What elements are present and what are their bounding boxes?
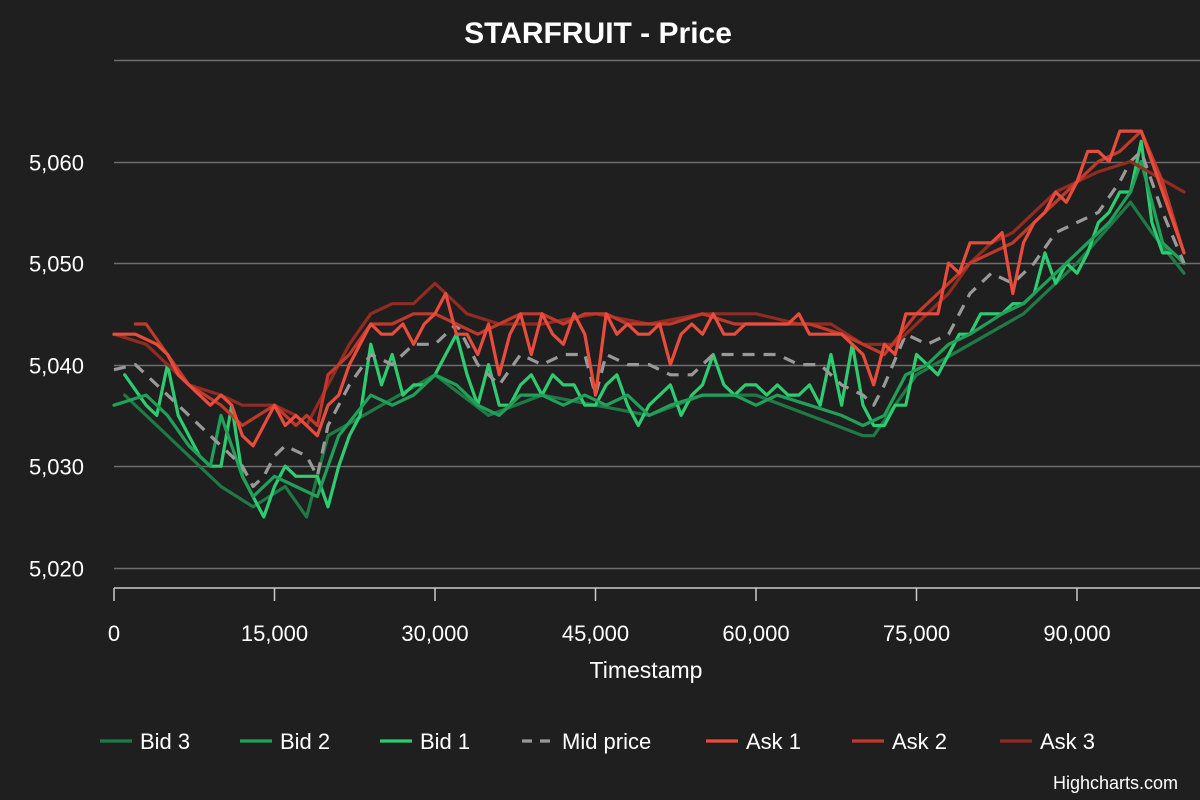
- chart-title: STARFRUIT - Price: [464, 17, 732, 50]
- legend-label: Bid 2: [280, 729, 330, 754]
- legend-item-bid-2[interactable]: Bid 2: [240, 729, 330, 754]
- grid-lines: [114, 59, 1200, 570]
- legend-item-bid-1[interactable]: Bid 1: [380, 729, 470, 754]
- x-tick-label: 90,000: [1043, 621, 1110, 646]
- x-tick-label: 30,000: [401, 621, 468, 646]
- legend-item-ask-1[interactable]: Ask 1: [706, 729, 801, 754]
- series-line-bid-1[interactable]: [123, 139, 1186, 519]
- legend-label: Ask 1: [746, 729, 801, 754]
- x-tick-label: 15,000: [241, 621, 308, 646]
- series-lines: [112, 129, 1186, 519]
- legend: Bid 3 Bid 2 Bid 1 Mid price Ask 1 Ask 2 Ask 3: [100, 729, 1095, 754]
- x-tick-label: 60,000: [722, 621, 789, 646]
- y-tick-label: 5,020: [29, 557, 84, 582]
- legend-item-bid-3[interactable]: Bid 3: [100, 729, 190, 754]
- x-axis-title: Timestamp: [590, 657, 703, 683]
- highcharts-credit[interactable]: Highcharts.com: [1053, 773, 1178, 793]
- series-line-ask-3[interactable]: [112, 159, 1186, 428]
- series-line-ask-1[interactable]: [112, 129, 1186, 448]
- series-line-mid-price[interactable]: [113, 149, 1186, 489]
- legend-label: Mid price: [562, 729, 651, 754]
- legend-item-ask-3[interactable]: Ask 3: [1000, 729, 1095, 754]
- legend-label: Bid 3: [140, 729, 190, 754]
- legend-label: Bid 1: [420, 729, 470, 754]
- legend-item-mid-price[interactable]: Mid price: [522, 729, 651, 754]
- x-tick-label: 0: [108, 621, 120, 646]
- y-tick-label: 5,030: [29, 455, 84, 480]
- y-tick-label: 5,050: [29, 252, 84, 277]
- axes: 5,020 5,030 5,040 5,050 5,060 0 15,000 30,000 45…: [29, 151, 1200, 646]
- legend-label: Ask 2: [892, 729, 947, 754]
- legend-label: Ask 3: [1040, 729, 1095, 754]
- x-tick-label: 75,000: [883, 621, 950, 646]
- y-tick-label: 5,060: [29, 151, 84, 176]
- series-line-bid-2[interactable]: [112, 159, 1186, 499]
- legend-item-ask-2[interactable]: Ask 2: [852, 729, 947, 754]
- y-tick-label: 5,040: [29, 354, 84, 379]
- series-line-ask-2[interactable]: [133, 129, 1186, 428]
- x-tick-label: 45,000: [562, 621, 629, 646]
